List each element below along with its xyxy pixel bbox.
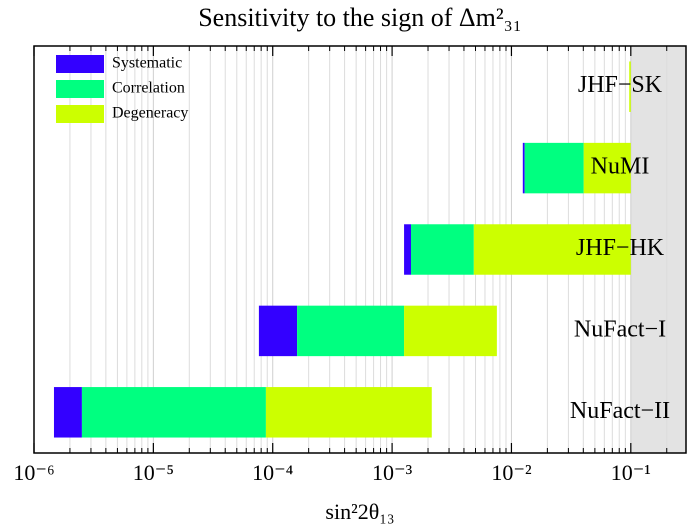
bar-segment [410, 224, 474, 275]
legend-label: Correlation [112, 80, 185, 97]
legend-swatch [56, 80, 104, 98]
bar-segment [258, 305, 298, 357]
bar-segment [629, 61, 631, 112]
category-label: JHF−SK [578, 72, 663, 98]
category-label: NuFact−I [574, 316, 666, 342]
category-label: NuFact−II [570, 398, 670, 424]
shaded-region [630, 46, 686, 453]
x-axis-label: sin²2θ₁₃ [325, 499, 394, 524]
legend-label: Degeneracy [112, 105, 188, 122]
bar-segment [524, 142, 584, 194]
x-tick-label: 10⁻⁴ [252, 460, 294, 485]
category-label: NuMI [591, 154, 650, 180]
bar-segment [522, 142, 525, 194]
chart-title: Sensitivity to the sign of Δm²₃₁ [198, 3, 522, 32]
x-tick-label: 10⁻³ [372, 460, 413, 485]
legend-label: Systematic [112, 55, 182, 72]
bar-segment [265, 387, 432, 438]
x-tick-label: 10⁻² [491, 460, 532, 485]
bar-segment [583, 142, 631, 194]
plot-frame [33, 45, 687, 454]
bar-segment [404, 224, 411, 275]
legend-swatch [56, 105, 104, 123]
bar-segment [53, 387, 82, 438]
category-label: JHF−HK [576, 235, 665, 261]
bar-segment [81, 387, 266, 438]
x-tick-label: 10⁻⁶ [13, 460, 54, 485]
bar-segment [473, 224, 631, 275]
x-tick-label: 10⁻⁵ [133, 460, 174, 485]
bar-segment [297, 305, 405, 357]
x-tick-label: 10⁻¹ [611, 460, 651, 485]
legend-swatch [56, 55, 104, 73]
bar-segment [404, 305, 497, 357]
